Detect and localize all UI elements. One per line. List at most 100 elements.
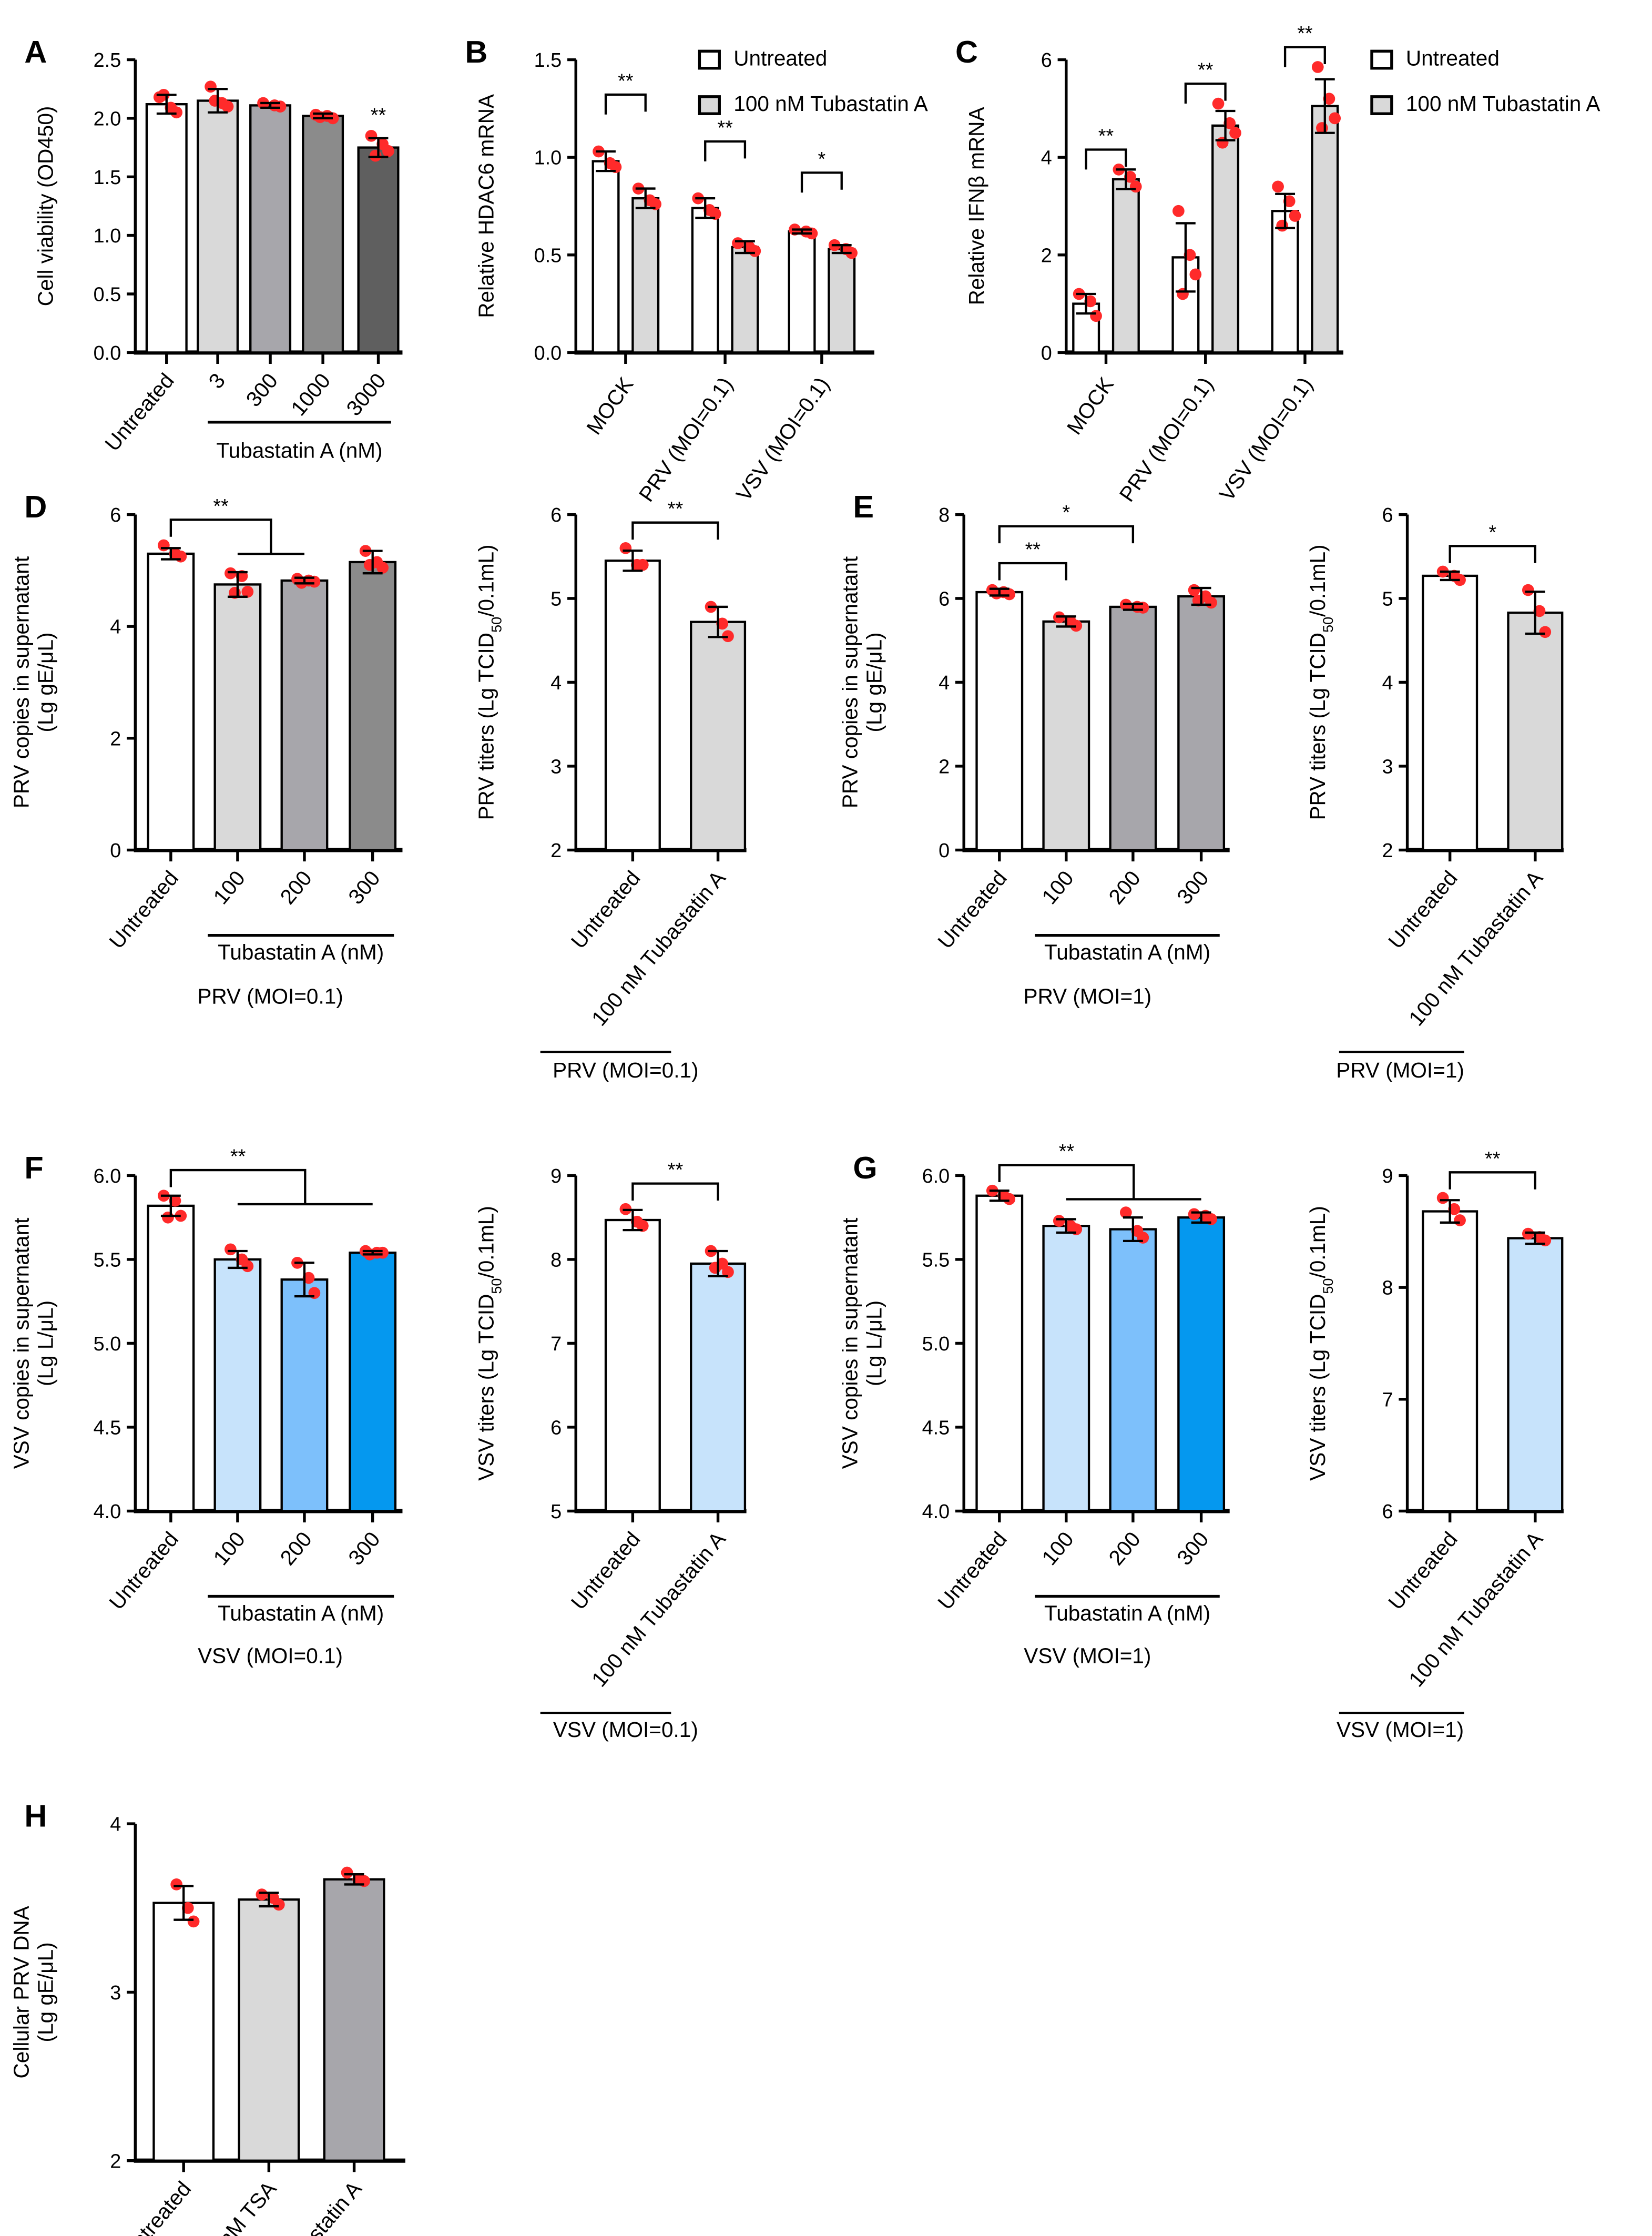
y-tick-label: 4 xyxy=(1041,147,1052,169)
y-tick-label: 4.0 xyxy=(922,1501,950,1523)
error-bar xyxy=(1440,1199,1460,1224)
significance-bracket xyxy=(998,1164,1201,1201)
data-point xyxy=(170,106,183,119)
error-bar xyxy=(1116,168,1136,190)
error-bar xyxy=(1275,192,1296,229)
y-tick-label: 2 xyxy=(1382,840,1393,862)
bar xyxy=(1507,1237,1564,1512)
data-point xyxy=(365,129,378,142)
significance-label: ** xyxy=(1485,1148,1501,1170)
bar xyxy=(592,160,620,354)
x-tick-label: 200 xyxy=(275,866,317,909)
data-point xyxy=(1172,205,1185,217)
y-tick-label: 1.5 xyxy=(94,167,121,189)
data-point xyxy=(241,1260,254,1273)
error-bar xyxy=(1440,570,1460,582)
bar xyxy=(1422,1210,1478,1512)
significance-label: ** xyxy=(1059,1141,1075,1163)
condition-label: VSV (MOI=0.1) xyxy=(553,1717,698,1742)
error-bar xyxy=(1314,78,1335,134)
y-tick-label: 2 xyxy=(110,728,121,750)
error-bar xyxy=(174,1885,194,1921)
error-bar xyxy=(294,576,314,585)
error-bar xyxy=(156,94,177,115)
data-point xyxy=(1189,268,1202,281)
y-axis-label-subscript: 50 xyxy=(1320,1278,1336,1294)
chart-panel-sub-8: VSV titers (Lg TCID50/0.1mL) 5 6 7 8 9 Untreat… xyxy=(474,1159,747,1742)
y-axis-label: Cellular PRV DNA xyxy=(9,1906,34,2078)
data-point xyxy=(1090,310,1102,322)
data-point xyxy=(1003,1193,1016,1205)
y-tick-label: 0 xyxy=(1041,342,1052,364)
significance-bracket xyxy=(1449,545,1537,563)
condition-label: PRV (MOI=1) xyxy=(1024,984,1152,1008)
error-bar xyxy=(1056,1218,1076,1234)
legend-swatch xyxy=(698,49,721,70)
error-bar xyxy=(1191,586,1211,606)
y-axis-label: VSV titers (Lg TCID50/0.1mL) xyxy=(1306,1206,1336,1481)
y-tick-label: 4 xyxy=(550,672,562,694)
error-bar xyxy=(623,549,643,572)
y-tick-label: 2 xyxy=(550,840,562,862)
data-point xyxy=(636,558,649,571)
data-point xyxy=(1216,136,1229,149)
y-tick-label: 9 xyxy=(1382,1165,1393,1187)
y-tick-label: 5.0 xyxy=(922,1333,950,1355)
bar xyxy=(152,1902,215,2162)
bar xyxy=(604,1218,661,1512)
data-point xyxy=(376,1246,389,1259)
panel-letter: H xyxy=(24,1798,47,1834)
bar xyxy=(147,1204,195,1512)
data-point xyxy=(1188,584,1200,596)
data-point xyxy=(241,585,254,598)
x-tick-label: 300 xyxy=(343,866,385,909)
y-axis-label-subscript: 50 xyxy=(1320,617,1336,633)
data-point xyxy=(709,1262,721,1274)
data-point xyxy=(1053,1215,1065,1227)
error-bar xyxy=(1123,1216,1143,1243)
bar xyxy=(975,1194,1024,1512)
y-tick-label: 2 xyxy=(1041,245,1052,267)
y-axis-label: PRV titers (Lg TCID50/0.1mL) xyxy=(1306,544,1336,820)
error-bar xyxy=(1076,292,1096,315)
y-tick-label: 0.5 xyxy=(534,245,562,267)
x-tick-label: Untreated xyxy=(1383,1527,1462,1614)
significance-bracket xyxy=(169,1168,373,1206)
group-label: Tubastatin A (nM) xyxy=(1044,940,1210,964)
data-point xyxy=(1454,1214,1466,1226)
y-tick-label: 5 xyxy=(1382,588,1393,611)
error-bar xyxy=(708,1249,728,1278)
error-bar xyxy=(989,587,1009,597)
significance-label: ** xyxy=(1198,59,1213,82)
bar xyxy=(1311,105,1339,354)
y-axis-label: PRV copies in supernatant xyxy=(838,556,862,808)
data-point xyxy=(1188,1208,1200,1221)
y-axis-label: (Lg gE/μL) xyxy=(34,1942,58,2042)
error-bar xyxy=(596,150,616,172)
y-axis-label: Relative IFNβ mRNA xyxy=(964,107,988,305)
bar xyxy=(249,104,292,354)
group-label: Tubastatin A (nM) xyxy=(216,438,382,462)
condition-label: VSV (MOI=0.1) xyxy=(198,1644,343,1668)
data-point xyxy=(1129,180,1142,193)
chart-panel-G: G VSV copies in supernatant (Lg L/μL) 4.0 4.… xyxy=(838,1141,1230,1668)
data-point xyxy=(341,1866,353,1879)
x-tick-label: PRV (MOI=0.1) xyxy=(634,373,738,506)
legend-swatch xyxy=(698,95,721,115)
y-tick-label: 8 xyxy=(939,504,950,526)
significance-label: ** xyxy=(230,1146,246,1168)
y-tick-label: 4 xyxy=(939,672,950,694)
significance-label: ** xyxy=(1297,23,1313,45)
data-point xyxy=(205,80,217,93)
y-tick-label: 6.0 xyxy=(922,1165,950,1187)
group-label: Tubastatin A (nM) xyxy=(218,1601,384,1625)
y-axis-label: VSV copies in supernatant xyxy=(838,1218,862,1469)
y-tick-label: 1.5 xyxy=(534,49,562,72)
bar xyxy=(1177,595,1226,851)
data-point xyxy=(170,1878,183,1891)
significance-label: ** xyxy=(213,495,229,517)
y-tick-label: 0.5 xyxy=(94,284,121,306)
y-tick-label: 6 xyxy=(110,504,121,526)
